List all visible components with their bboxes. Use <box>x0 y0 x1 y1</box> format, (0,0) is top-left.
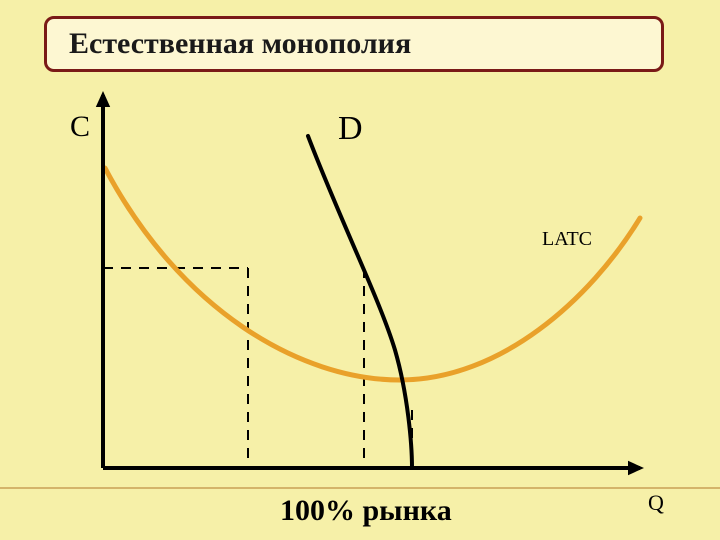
guide-lines <box>103 268 412 468</box>
diagram-page: Естественная монополия C D LATC Q 100% р… <box>0 0 720 540</box>
bottom-caption: 100% рынка <box>280 494 452 528</box>
demand-label: D <box>338 110 363 148</box>
x-axis-label: Q <box>648 490 664 516</box>
y-axis-label: C <box>70 110 90 144</box>
latc-label: LATC <box>542 228 592 251</box>
latc-curve <box>105 168 640 380</box>
demand-curve <box>308 136 412 468</box>
chart-canvas <box>0 0 720 540</box>
